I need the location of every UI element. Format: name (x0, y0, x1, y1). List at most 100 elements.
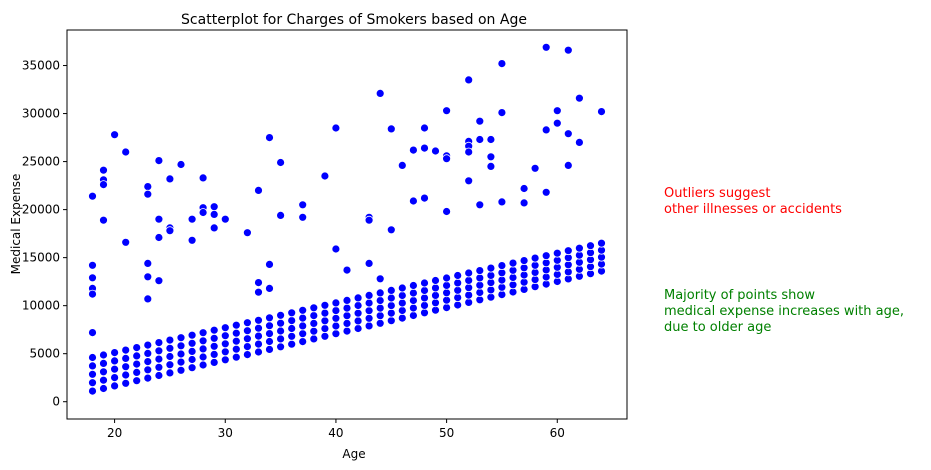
band-point (143, 348, 153, 358)
band-point (486, 285, 496, 295)
band-point (486, 263, 496, 273)
band-point (397, 313, 407, 323)
band-point (254, 339, 263, 349)
data-point (187, 214, 197, 224)
band-point (176, 357, 186, 367)
band-point (442, 303, 452, 313)
band-point (154, 346, 164, 356)
band-point (364, 321, 374, 331)
band-point (209, 341, 219, 351)
band-point (220, 339, 230, 349)
band-point (276, 318, 286, 328)
band-point (242, 334, 252, 344)
band-point (198, 328, 208, 338)
band-point (320, 331, 330, 341)
band-point (287, 331, 297, 341)
band-point (265, 313, 274, 323)
y-tick-label: 10000 (22, 299, 60, 313)
band-point (353, 308, 363, 318)
band-point (453, 285, 463, 295)
data-point (475, 116, 485, 126)
band-point (165, 368, 175, 378)
band-point (242, 318, 252, 328)
band-point (220, 331, 230, 341)
band-point (143, 365, 153, 375)
data-point (442, 154, 452, 164)
data-point (99, 180, 108, 190)
band-point (187, 346, 197, 356)
band-point (353, 293, 363, 303)
band-point (154, 371, 164, 380)
band-point (187, 363, 197, 373)
y-tick-label: 15000 (22, 251, 60, 265)
data-point (209, 209, 219, 219)
data-point (442, 207, 452, 216)
band-point (364, 306, 374, 316)
band-point (231, 320, 241, 330)
band-point (165, 335, 175, 345)
data-point (198, 173, 208, 183)
band-point (486, 278, 496, 288)
band-point (464, 283, 474, 293)
band-point (320, 308, 330, 318)
band-point (497, 290, 507, 300)
band-point (165, 343, 175, 353)
data-point (254, 185, 263, 195)
data-point (386, 225, 396, 235)
data-point (298, 212, 308, 222)
band-point (121, 345, 131, 355)
data-point (386, 124, 396, 134)
band-point (397, 283, 407, 293)
band-point (408, 311, 418, 320)
data-point (364, 215, 374, 225)
band-point (132, 343, 142, 353)
y-axis: 0 5000 10000 15000 20000 25000 30000 35000 (22, 59, 67, 409)
band-point (453, 300, 463, 310)
data-point (88, 191, 97, 201)
band-point (154, 362, 164, 372)
band-point (231, 328, 241, 338)
data-points (88, 42, 606, 396)
band-point (497, 261, 507, 271)
band-point (154, 338, 164, 348)
data-point (408, 196, 418, 206)
data-point (209, 223, 219, 233)
data-point (497, 108, 507, 117)
data-point (431, 146, 440, 156)
band-point (276, 334, 286, 344)
trend-annotation: Majority of points show medical expense … (664, 288, 904, 335)
band-point (397, 298, 407, 308)
band-point (254, 323, 263, 333)
data-point (143, 272, 153, 282)
band-point (198, 360, 208, 370)
band-point (276, 310, 286, 320)
band-point (143, 373, 153, 383)
band-point (508, 273, 518, 282)
band-point (342, 311, 352, 321)
y-tick-label: 5000 (29, 347, 60, 361)
band-point (220, 355, 230, 365)
band-point (176, 341, 186, 351)
data-point (88, 289, 97, 299)
band-point (464, 297, 474, 307)
plot-frame (66, 29, 628, 420)
data-point (121, 237, 131, 247)
band-point (99, 384, 108, 393)
band-point (475, 288, 485, 297)
data-point (298, 200, 308, 210)
band-point (442, 280, 452, 290)
x-tick-label: 40 (328, 426, 343, 440)
band-point (298, 337, 308, 347)
band-point (431, 283, 440, 293)
band-point (386, 285, 396, 295)
band-point (165, 352, 175, 361)
band-point (88, 361, 97, 371)
band-point (254, 315, 263, 325)
data-point (486, 135, 496, 144)
band-point (442, 295, 452, 305)
band-point (453, 293, 463, 303)
band-point (397, 306, 407, 315)
band-point (431, 305, 440, 315)
data-point (464, 75, 474, 85)
